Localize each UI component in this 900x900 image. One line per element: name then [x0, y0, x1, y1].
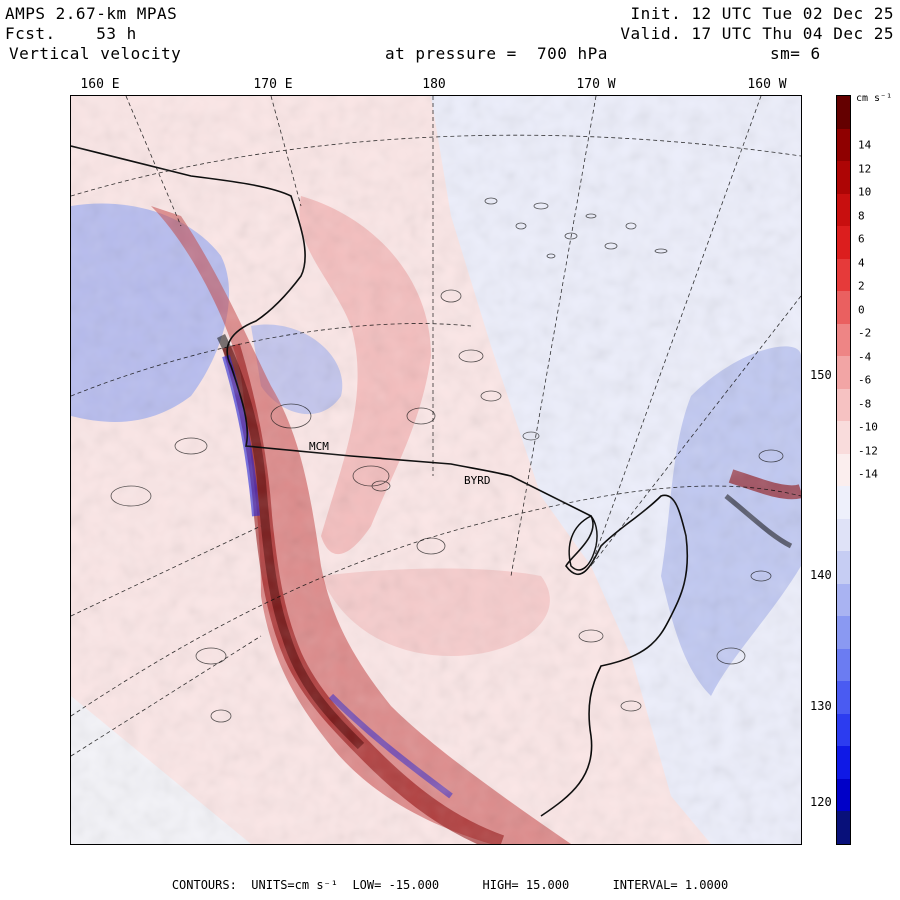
colorbar-segment [837, 648, 850, 682]
colorbar-segment [837, 811, 850, 845]
forecast-hour: Fcst. 53 h [5, 24, 137, 44]
station-byrd: BYRD [464, 474, 491, 487]
colorbar-segment [837, 551, 850, 585]
colorbar-tick-label: 0 [858, 303, 865, 316]
colorbar-segment [837, 453, 850, 487]
colorbar-tick-label: -10 [858, 420, 878, 434]
colorbar-segment [837, 713, 850, 747]
colorbar-segment [837, 746, 850, 780]
pressure-level: at pressure = 700 hPa [385, 44, 608, 64]
colorbar-segment [837, 226, 850, 260]
high-value: HIGH= 15.000 [482, 878, 570, 892]
colorbar-tick-label: 14 [858, 138, 872, 152]
pressure-value: 700 hPa [537, 44, 608, 63]
colorbar-tick-label: 6 [858, 232, 865, 246]
init-time: Init. 12 UTC Tue 02 Dec 25 [630, 4, 894, 23]
lon-label-160e: 160 E [80, 77, 120, 92]
interval-value: INTERVAL= 1.0000 [612, 878, 729, 892]
colorbar-tick-label: -8 [858, 397, 872, 410]
colorbar-segment [837, 193, 850, 227]
station-mcm: MCM [309, 440, 329, 453]
colorbar-tick-label: -12 [858, 444, 878, 457]
colorbar-segment [837, 128, 850, 162]
colorbar-tick-label: 10 [858, 185, 872, 199]
colorbar-segment [837, 778, 850, 812]
fcst-label: Fcst. [5, 24, 56, 43]
colorbar [836, 95, 851, 845]
colorbar-tick-label: -14 [858, 467, 878, 481]
lon-label-170w: 170 W [576, 77, 616, 92]
fcst-value: 53 h [96, 24, 137, 43]
colorbar-tick-label: 8 [858, 209, 865, 222]
low-value: LOW= -15.000 [352, 878, 440, 892]
lon-label-180: 180 [422, 77, 446, 92]
colorbar-segment [837, 518, 850, 552]
colorbar-segment [837, 96, 850, 130]
colorbar-segment [837, 583, 850, 617]
pressure-label: at pressure = [385, 44, 517, 63]
colorbar-segment [837, 421, 850, 455]
map-canvas [71, 96, 801, 844]
vertical-velocity-map: MCM BYRD [70, 95, 802, 845]
colorbar-unit: cm s⁻¹ [856, 93, 893, 104]
lon-label-170e: 170 E [253, 77, 293, 92]
colorbar-segment [837, 161, 850, 195]
colorbar-segment [837, 291, 850, 325]
colorbar-segment [837, 258, 850, 292]
model-title: AMPS 2.67-km MPAS [5, 4, 178, 23]
colorbar-segment [837, 388, 850, 422]
colorbar-segment [837, 486, 850, 520]
colorbar-tick-label: 12 [858, 162, 872, 175]
valid-time: Valid. 17 UTC Thu 04 Dec 25 [620, 24, 894, 43]
colorbar-segment [837, 681, 850, 715]
field-name: Vertical velocity [9, 44, 182, 63]
colorbar-tick-label: -6 [858, 373, 872, 387]
colorbar-tick-label: -2 [858, 326, 872, 340]
colorbar-tick-label: -4 [858, 350, 872, 363]
units-label: UNITS=cm s⁻¹ [251, 878, 338, 892]
lon-label-160w: 160 W [747, 77, 787, 92]
colorbar-segment [837, 356, 850, 390]
colorbar-tick-label: 2 [858, 279, 865, 293]
colorbar-segment [837, 323, 850, 357]
smoothing: sm= 6 [770, 44, 821, 63]
contours-label: CONTOURS: [171, 878, 237, 892]
contour-info: CONTOURS: UNITS=cm s⁻¹ LOW= -15.000 HIGH… [0, 878, 900, 892]
colorbar-segment [837, 616, 850, 650]
colorbar-tick-label: 4 [858, 256, 865, 269]
